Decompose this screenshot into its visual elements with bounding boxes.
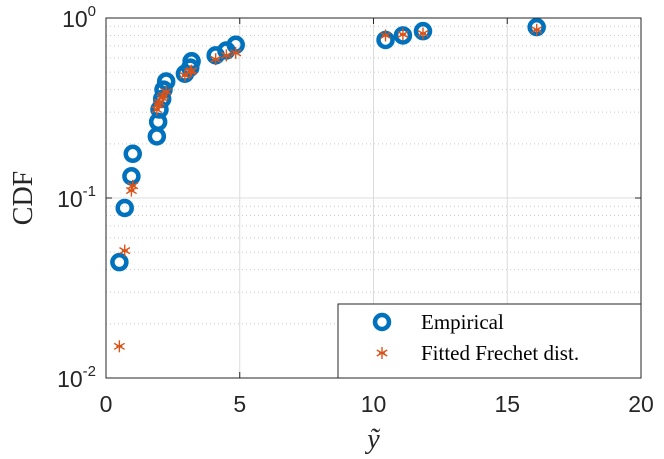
legend-marker-fitted <box>376 347 388 359</box>
fitted-point <box>179 69 191 82</box>
fitted-point <box>210 53 222 66</box>
empirical-point <box>123 144 142 164</box>
x-axis-label: ỹ <box>364 424 381 455</box>
legend-marker-empirical <box>372 312 392 332</box>
empirical-point <box>110 252 129 272</box>
x-tick-label: 0 <box>100 391 113 417</box>
y-tick-label: 10-1 <box>57 183 96 212</box>
empirical-point <box>147 127 167 146</box>
fitted-point <box>379 29 392 42</box>
y-axis-label: CDF <box>8 171 39 225</box>
fitted-point <box>230 46 242 59</box>
fitted-point <box>186 64 198 77</box>
empirical-point <box>393 26 413 45</box>
data-points <box>110 17 546 353</box>
y-tick-labels: 10-2 10-1 100 <box>57 3 96 392</box>
x-tick-label: 10 <box>361 391 387 417</box>
legend-label-empirical: Empirical <box>421 310 504 334</box>
fitted-point <box>397 28 409 41</box>
x-tick-labels: 0 5 10 15 20 <box>100 391 654 417</box>
empirical-point <box>115 198 134 218</box>
legend-circle-icon <box>372 312 392 332</box>
x-tick-label: 5 <box>233 391 246 417</box>
empirical-point <box>122 167 141 186</box>
legend-asterisk-icon <box>376 347 388 359</box>
y-tick-label: 10-2 <box>57 363 96 392</box>
fitted-point <box>417 27 429 40</box>
x-tick-label: 15 <box>494 391 520 417</box>
y-tick-label: 100 <box>62 3 96 32</box>
fitted-point <box>113 340 125 353</box>
fitted-point <box>531 23 543 36</box>
legend-label-fitted: Fitted Frechet dist. <box>421 341 579 365</box>
fitted-point <box>127 179 139 192</box>
x-tick-label: 20 <box>628 391 654 417</box>
fitted-point <box>220 49 232 62</box>
fitted-point <box>119 244 131 257</box>
fitted-point <box>160 85 172 98</box>
legend: Empirical Fitted Frechet dist. <box>337 303 642 379</box>
